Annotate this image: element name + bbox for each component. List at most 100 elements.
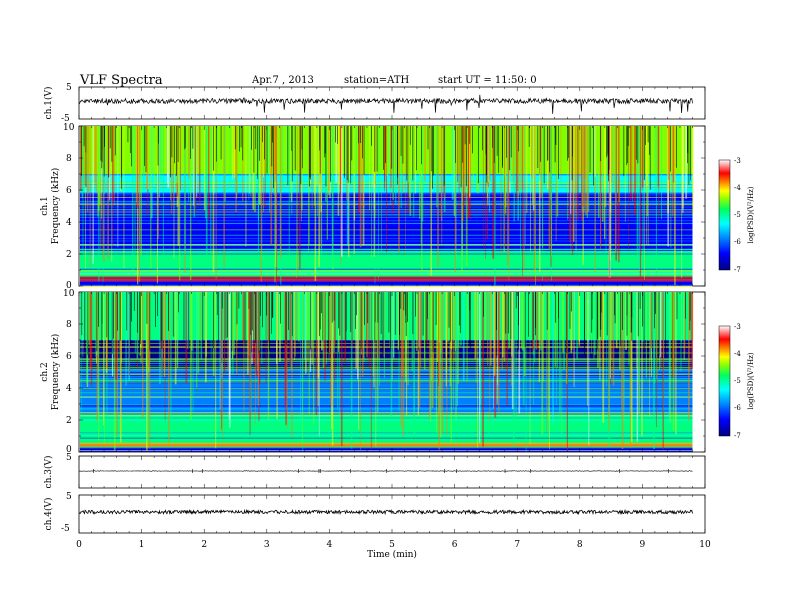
dropout-streak [606,292,608,336]
sferic-streak [612,292,615,386]
dropout-streak [596,292,598,350]
sferic-streak [158,126,159,239]
sferic-streak [80,292,82,422]
sferic-streak [359,126,362,248]
dropout-streak [259,126,260,161]
sferic-streak [118,292,120,372]
dropout-streak [492,126,493,148]
dropout-streak [399,292,401,352]
sferic-streak [474,292,476,359]
sferic-streak [233,126,236,178]
sferic-streak [188,126,190,179]
sferic-streak [533,126,536,271]
sferic-streak [89,292,92,368]
dropout-streak [319,126,321,174]
ch1-colorbar [718,159,731,271]
sferic-streak [522,126,524,276]
sferic-streak [250,126,252,197]
dropout-streak [524,292,526,348]
ch3-waveform-ylabel: ch.3(V) [43,456,54,489]
sferic-streak [83,126,86,184]
sferic-streak [610,126,612,251]
sferic-streak [419,126,421,219]
sferic-streak [649,292,651,417]
dropout-streak [103,126,105,177]
sferic-streak [407,126,410,183]
dropout-streak [647,126,649,143]
sferic-streak [355,292,358,369]
sferic-streak [470,126,471,221]
sferic-streak [374,126,376,284]
sferic-streak [433,126,435,185]
sferic-streak [525,292,527,452]
sferic-streak [204,292,207,383]
sferic-streak [229,126,231,189]
spectrogram-line [80,362,693,364]
dropout-streak [449,292,451,342]
sferic-streak [535,126,536,286]
sferic-streak [281,292,283,344]
ch1-cb-tick-m7: -7 [734,266,741,274]
dropout-streak [360,292,362,349]
spectrogram-band [80,281,693,286]
sferic-streak [229,292,231,428]
sferic-streak [437,292,439,362]
ch1-waveform-ylabel: ch.1(V) [43,87,54,120]
sferic-streak [667,126,669,180]
ch3-waveform-frame [78,455,706,489]
sferic-streak [324,292,326,381]
ch2-cb-tick-m5: -5 [734,377,741,385]
sferic-streak [556,292,558,368]
dropout-streak [425,292,427,349]
sferic-streak [439,292,442,363]
sferic-streak [629,126,632,200]
sferic-streak [475,292,477,383]
sferic-streak [487,126,490,183]
sferic-streak [340,126,342,265]
sferic-streak [615,126,618,261]
sferic-streak [344,292,347,363]
spectrogram-line [80,392,693,394]
spectrogram-line [80,369,693,371]
sferic-streak [575,126,577,212]
sferic-streak [573,292,575,386]
spectrogram-line [80,367,693,369]
dropout-streak [111,292,113,354]
sferic-streak [111,126,113,246]
sferic-streak [187,292,190,350]
dropout-streak [528,292,529,337]
sferic-streak [497,292,498,386]
sferic-streak [119,292,121,351]
sferic-streak [556,126,559,217]
sferic-streak [276,292,277,342]
sferic-streak [257,292,259,406]
dropout-streak [505,292,507,334]
ch1-ytick-bottom: -5 [61,114,70,124]
sferic-streak [321,292,323,351]
sferic-streak [591,126,593,179]
sferic-streak [611,292,613,360]
sferic-streak [123,126,125,269]
x-tick-labels: 0 1 2 3 4 5 6 7 8 9 10 [76,540,711,550]
sferic-streak [486,126,488,186]
dropout-streak [113,292,114,339]
sferic-streak [630,292,633,443]
dropout-streak [455,126,456,163]
sferic-streak [435,292,438,434]
ch1-cb-tick-m5: -5 [734,211,741,219]
sferic-streak [254,126,256,213]
sferic-streak [193,126,196,218]
sferic-streak [610,126,613,183]
spectrogram-line [80,445,693,447]
sferic-streak [452,292,454,364]
sferic-streak [605,126,607,207]
dropout-streak [515,292,517,309]
dropout-streak [435,292,437,326]
sferic-streak [582,126,584,265]
sferic-streak [672,126,675,183]
sferic-streak [150,126,152,269]
sferic-streak [317,292,320,378]
sferic-streak [507,126,509,266]
dropout-streak [140,292,141,344]
